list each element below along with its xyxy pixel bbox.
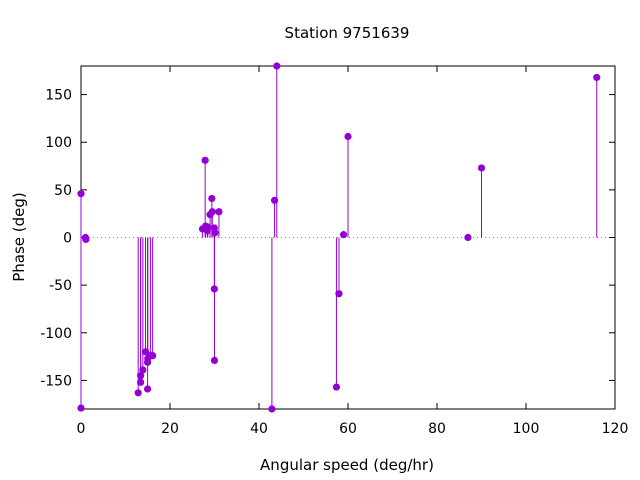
x-tick-label: 20 [161, 421, 179, 437]
impulses [80, 66, 598, 409]
y-axis-label: Phase (deg) [10, 192, 28, 282]
x-axis-label: Angular speed (deg/hr) [260, 456, 434, 474]
x-axis: 0 20 40 60 80 100 120 [77, 66, 629, 437]
data-point [143, 385, 152, 393]
data-point [464, 233, 472, 242]
data-point [149, 352, 157, 360]
data-point [332, 383, 341, 391]
data-point [268, 405, 276, 413]
data-points [77, 62, 601, 413]
y-tick-label: -150 [40, 373, 72, 389]
data-point [339, 231, 348, 239]
chart-title: Station 9751639 [285, 24, 410, 42]
data-point [77, 190, 85, 198]
y-tick-label: -50 [49, 278, 72, 294]
data-point [137, 372, 145, 380]
y-axis: -150 -100 -50 0 50 100 150 [40, 88, 615, 389]
y-tick-label: 50 [54, 183, 72, 199]
data-point [335, 290, 343, 298]
x-tick-label: 80 [428, 421, 446, 437]
data-point [201, 156, 209, 164]
data-point [210, 285, 218, 293]
data-point [273, 62, 281, 70]
x-tick-label: 120 [602, 421, 629, 437]
data-point [134, 389, 142, 397]
y-tick-label: 0 [63, 231, 72, 247]
data-point [211, 229, 219, 237]
data-point [204, 223, 212, 231]
data-point [139, 366, 147, 374]
data-point [208, 208, 216, 216]
data-point [593, 73, 601, 82]
y-tick-label: -100 [40, 326, 72, 342]
x-tick-label: 0 [77, 421, 86, 437]
data-point [208, 194, 216, 203]
x-tick-label: 60 [339, 421, 357, 437]
data-point [137, 378, 145, 386]
data-point [215, 208, 223, 216]
x-tick-label: 100 [513, 421, 540, 437]
y-tick-label: 100 [45, 135, 72, 151]
data-point [210, 356, 219, 365]
data-point [82, 235, 90, 244]
data-point [477, 164, 486, 172]
data-point [270, 196, 279, 204]
data-point [141, 348, 150, 356]
x-tick-label: 40 [250, 421, 268, 437]
data-point [77, 404, 85, 412]
data-point [344, 132, 352, 141]
y-tick-label: 150 [45, 88, 72, 104]
